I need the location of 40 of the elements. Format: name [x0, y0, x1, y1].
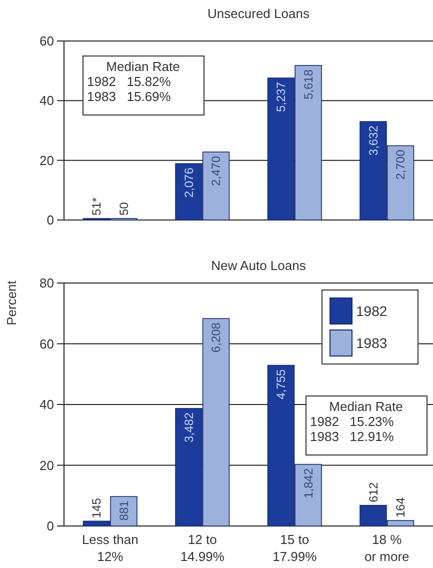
annotation: 1982 15.82%	[87, 74, 172, 89]
annotation: 5,237	[274, 82, 288, 112]
annotation: 612	[366, 482, 380, 502]
y-tick-label: 80	[40, 276, 54, 291]
y-tick-label: 0	[46, 518, 54, 534]
annotation: 2,076	[182, 167, 196, 198]
annotation: 881	[116, 500, 131, 521]
annotation: 3,482	[182, 412, 196, 442]
y-axis-title: Percent	[4, 280, 19, 326]
y-tick-label: 0	[46, 212, 54, 228]
annotation: Median Rate	[106, 59, 180, 74]
y-tick-label: 20	[40, 152, 54, 168]
annotation: 2,700	[394, 149, 408, 180]
y-tick-label: 60	[40, 34, 54, 49]
x-tick-label: 12 to 14.99%	[180, 532, 225, 564]
annotation: 3,632	[366, 125, 380, 156]
annotation: 51*	[90, 197, 104, 216]
annotation: 1983 12.91%	[310, 429, 394, 444]
annotation: 1982 15.23%	[310, 414, 394, 429]
annotation: 1983 15.69%	[87, 89, 172, 104]
legend-label: 1982	[356, 302, 388, 319]
annotation: 1,842	[301, 468, 316, 498]
annotation: 6,208	[209, 322, 224, 353]
legend-label: 1983	[356, 334, 388, 351]
y-tick-label: 40	[40, 93, 54, 108]
y-tick-label: 60	[40, 336, 54, 352]
annotation: 145	[90, 498, 104, 518]
annotation: 5,618	[301, 69, 316, 100]
annotation: 2,470	[209, 156, 224, 186]
annotation: Median Rate	[329, 399, 403, 414]
y-tick-label: 20	[40, 458, 54, 473]
annotation: 164	[394, 497, 408, 518]
x-tick-label: Less than 12%	[82, 532, 138, 564]
x-tick-label: 18 % or more	[364, 532, 410, 564]
x-tick-label: 15 to 17.99%	[272, 532, 318, 564]
annotation: 4,755	[274, 368, 288, 400]
y-tick-label: 40	[40, 397, 54, 412]
annotation: 50	[116, 202, 131, 216]
chart-title: Unsecured Loans	[208, 6, 310, 21]
chart-title: New Auto Loans	[211, 258, 306, 273]
